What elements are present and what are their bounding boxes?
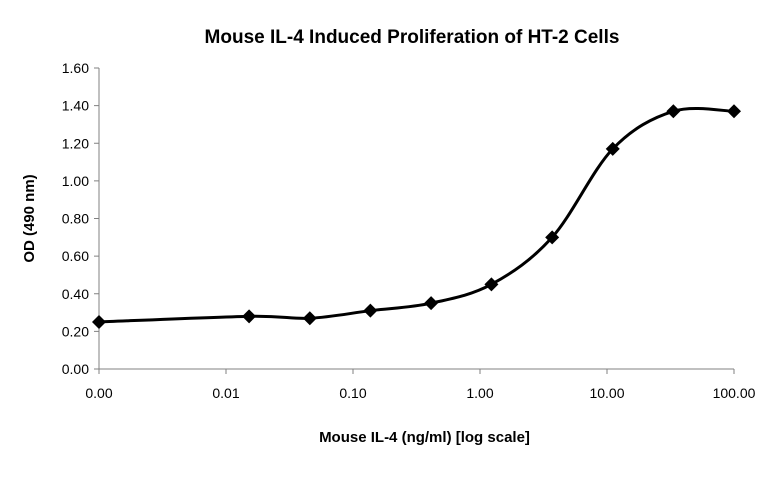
- x-tick-label: 1.00: [466, 385, 493, 401]
- series-line: [97, 107, 736, 324]
- data-point-marker: [666, 104, 681, 119]
- data-point-marker: [545, 230, 560, 245]
- y-tick-label: 1.40: [62, 98, 89, 114]
- y-tick-label: 0.60: [62, 248, 89, 264]
- data-point-marker: [424, 296, 439, 311]
- chart-title: Mouse IL-4 Induced Proliferation of HT-2…: [205, 27, 620, 48]
- y-tick-label: 1.00: [62, 173, 89, 189]
- x-axis-ticks: 0.00 0.01 0.10 1.00 10.00 100.00: [85, 369, 756, 401]
- y-tick-label: 0.40: [62, 286, 89, 302]
- data-point-marker: [727, 104, 741, 119]
- data-point-marker: [242, 309, 257, 324]
- y-tick-label: 0.80: [62, 211, 89, 227]
- data-point-marker: [363, 303, 378, 318]
- data-point-marker: [92, 314, 106, 329]
- series-layer: [92, 104, 741, 329]
- y-axis-ticks: 0.00 0.20 0.40 0.60 0.80 1.00 1.20 1.40 1.60: [62, 60, 99, 377]
- x-tick-label: 10.00: [589, 385, 624, 401]
- y-tick-label: 0.00: [62, 361, 89, 377]
- axes: [98, 68, 734, 370]
- y-axis-label: OD (490 nm): [21, 174, 38, 262]
- x-tick-label: 0.01: [212, 385, 239, 401]
- x-tick-label: 100.00: [713, 385, 756, 401]
- y-tick-label: 0.20: [62, 323, 89, 339]
- y-tick-label: 1.60: [62, 60, 89, 76]
- data-point-marker: [484, 277, 499, 292]
- x-tick-label: 0.10: [339, 385, 366, 401]
- data-point-marker: [302, 311, 317, 326]
- x-axis-label: Mouse IL-4 (ng/ml) [log scale]: [319, 429, 530, 446]
- y-tick-label: 1.20: [62, 135, 89, 151]
- x-tick-label: 0.00: [85, 385, 112, 401]
- data-point-marker: [605, 141, 620, 156]
